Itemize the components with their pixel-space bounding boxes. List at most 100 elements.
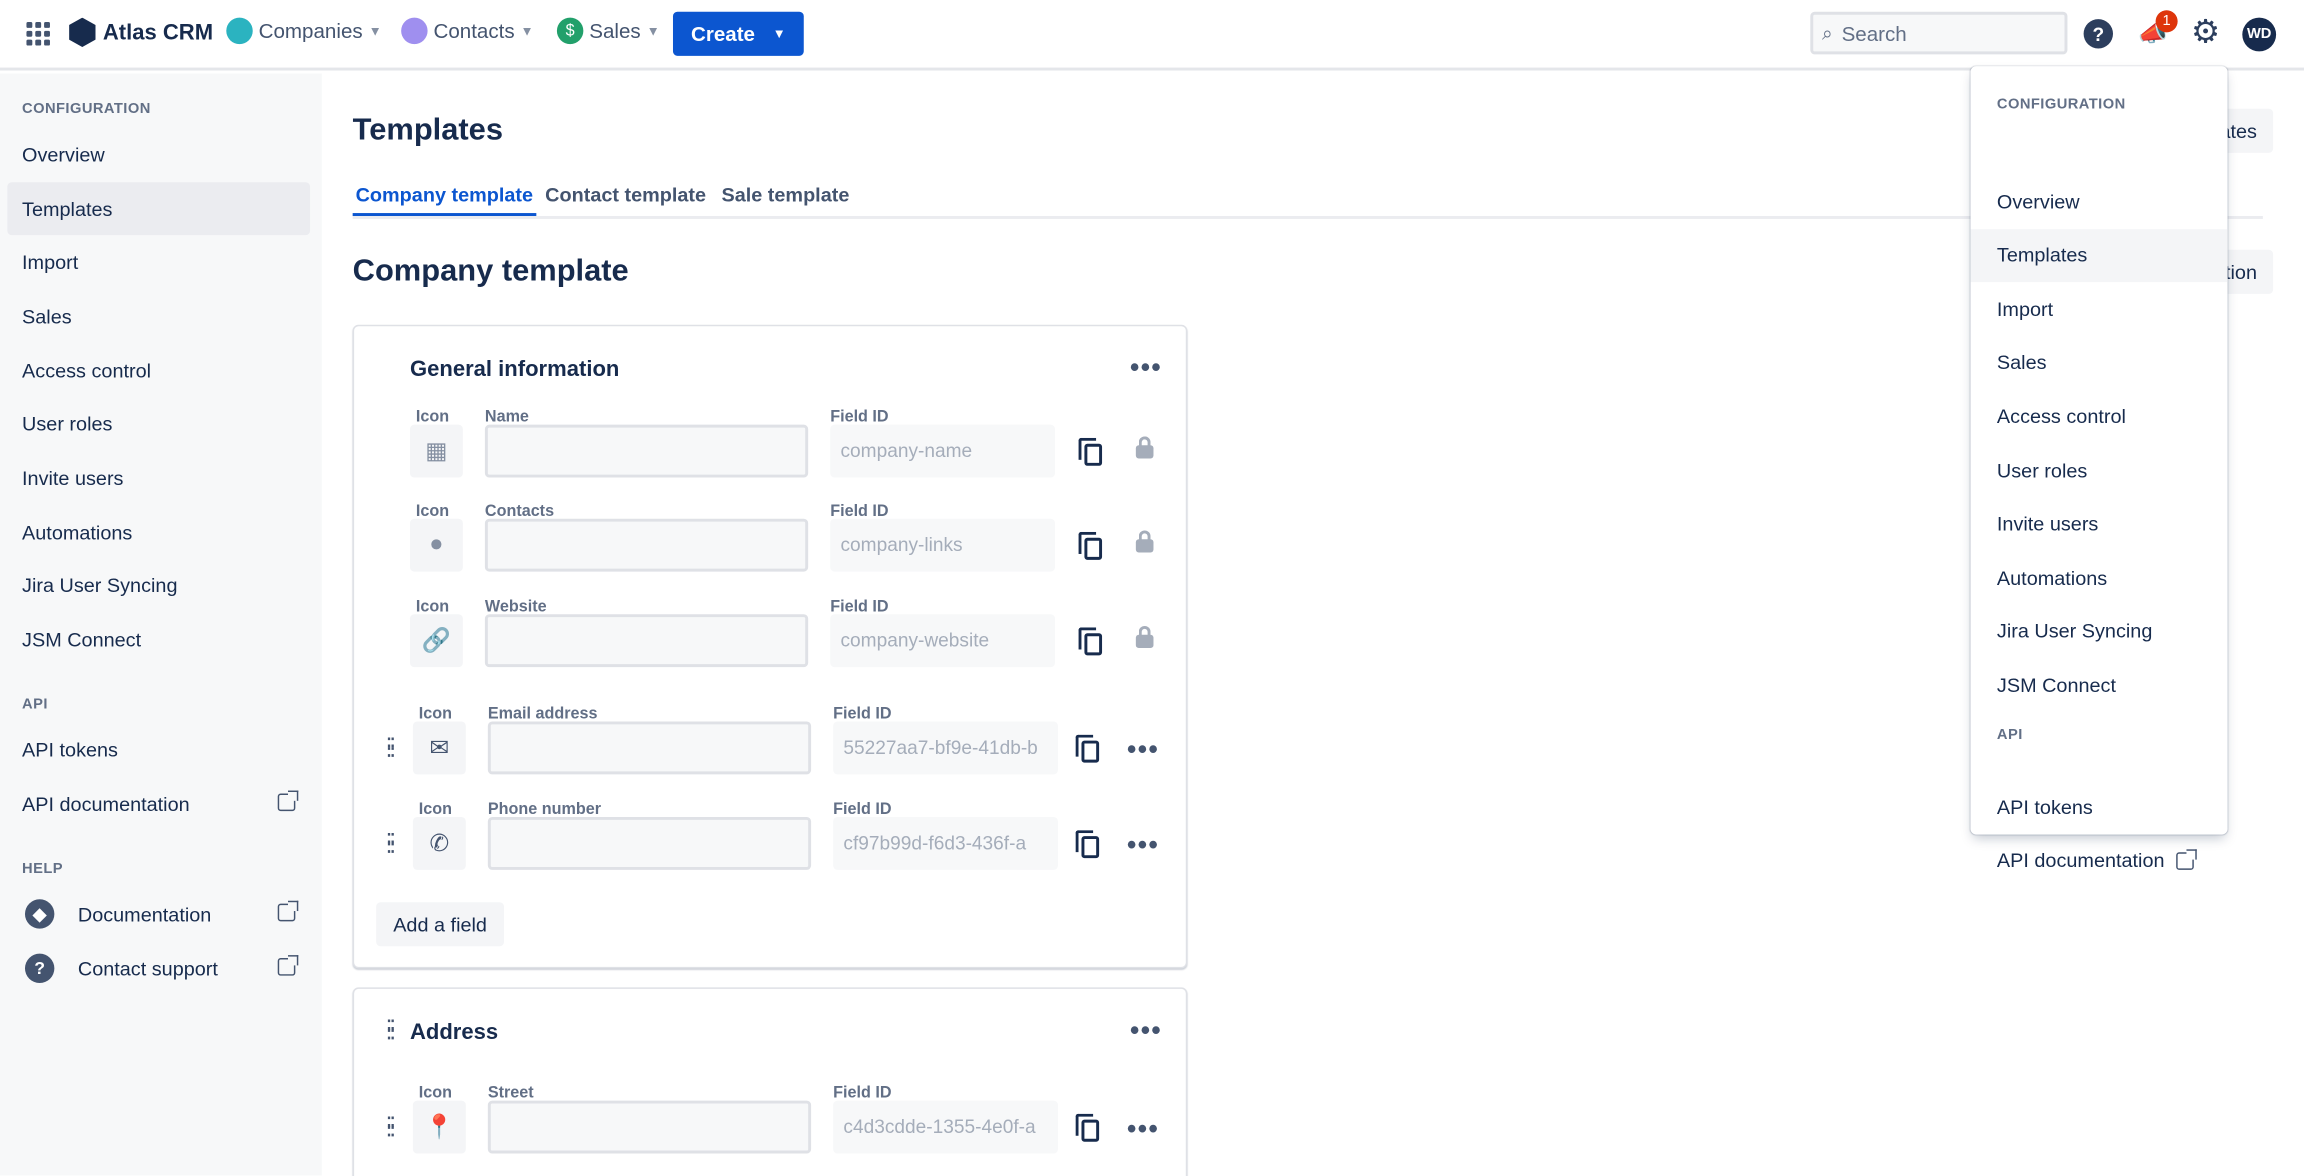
field-id-value: c4d3cdde-1355-4e0f-a <box>833 1100 1058 1154</box>
copy-icon[interactable] <box>1075 830 1100 859</box>
building-icon[interactable]: ▦ <box>409 424 463 478</box>
menu-item-label: Import <box>1996 297 2054 320</box>
menu-item[interactable]: API tokens <box>1970 780 2227 833</box>
avatar[interactable]: WD <box>2242 17 2277 52</box>
menu-item[interactable]: Templates <box>1970 228 2228 282</box>
nav-contacts[interactable]: Contacts ▼ <box>401 17 534 45</box>
create-button[interactable]: Create ▼ <box>672 11 804 56</box>
search-input[interactable]: ⌕ Search <box>1810 11 2068 55</box>
link-icon[interactable]: 🔗 <box>409 614 463 668</box>
field-name-input[interactable] <box>487 1100 812 1154</box>
field-id-label: Field ID <box>833 1084 892 1103</box>
create-label: Create <box>690 22 756 46</box>
field-name-label: Contacts <box>484 502 555 521</box>
tab-sale-template[interactable]: Sale template <box>721 183 850 206</box>
external-link-icon <box>2176 848 2197 870</box>
field-name-label: Phone number <box>487 800 602 819</box>
field-name-input[interactable] <box>487 816 812 870</box>
field-name-input[interactable] <box>484 614 809 668</box>
top-navigation: Atlas CRM Companies ▼ Contacts ▼ $ Sales ▼ C… <box>0 0 2304 71</box>
phone-icon[interactable]: ✆ <box>412 816 466 870</box>
tab-company-template[interactable]: Company template <box>352 184 537 217</box>
nav-sales[interactable]: $ Sales ▼ <box>556 17 660 45</box>
menu-item[interactable]: Automations <box>1970 551 2227 604</box>
book-icon: ◆ <box>24 899 55 929</box>
more-icon[interactable]: ••• <box>1129 1015 1163 1045</box>
sidebar-section-title: HELP <box>22 861 64 878</box>
dollar-icon: $ <box>556 17 584 45</box>
menu-section-title: CONFIGURATION <box>1996 96 2126 114</box>
sidebar-item-contact-support[interactable]: ? Contact support <box>7 942 310 995</box>
sidebar-item-invite-users[interactable]: Invite users <box>7 451 310 504</box>
menu-item[interactable]: API documentation <box>1970 834 2227 887</box>
sidebar-item-documentation[interactable]: ◆ Documentation <box>7 888 310 941</box>
copy-icon[interactable] <box>1078 531 1103 560</box>
sidebar-item-api-documentation[interactable]: API documentation <box>7 777 310 830</box>
field-id-value: company-links <box>830 518 1056 572</box>
drag-handle-icon[interactable]: ⁚⁚ ⁚⁚ <box>386 1018 395 1044</box>
tab-contact-template[interactable]: Contact template <box>545 183 707 206</box>
menu-item[interactable]: Access control <box>1970 390 2227 443</box>
sidebar-item-api-tokens[interactable]: API tokens <box>7 723 310 776</box>
button-label: tion <box>2224 260 2257 283</box>
menu-item[interactable]: Sales <box>1970 336 2227 389</box>
sidebar-item-overview[interactable]: Overview <box>7 128 310 181</box>
icon-label: Icon <box>418 1084 453 1103</box>
building-icon <box>226 17 253 45</box>
map-pin-icon[interactable]: 📍 <box>412 1100 466 1154</box>
field-name-label: Name <box>484 408 529 427</box>
copy-icon[interactable] <box>1075 1113 1100 1142</box>
copy-icon[interactable] <box>1075 734 1100 763</box>
drag-handle-icon[interactable]: ⁚⁚ ⁚⁚ <box>386 736 395 762</box>
label: Import <box>22 250 79 273</box>
menu-item-label: Templates <box>1996 244 2088 267</box>
help-icon[interactable]: ? <box>2083 19 2113 49</box>
sidebar-item-sales[interactable]: Sales <box>7 289 310 342</box>
label: JSM Connect <box>22 628 142 651</box>
menu-item[interactable]: Invite users <box>1970 498 2227 551</box>
menu-item[interactable]: JSM Connect <box>1970 659 2227 712</box>
menu-item[interactable]: Overview <box>1970 175 2227 228</box>
button-label: ates <box>2219 119 2257 142</box>
lock-icon <box>1135 625 1154 649</box>
menu-item[interactable]: Jira User Syncing <box>1970 605 2227 658</box>
more-icon[interactable]: ••• <box>1127 830 1160 860</box>
label: Templates <box>22 197 113 220</box>
more-icon[interactable]: ••• <box>1127 1113 1160 1144</box>
more-icon[interactable]: ••• <box>1129 352 1163 383</box>
menu-item-label: Invite users <box>1996 512 2099 535</box>
app-name: Atlas CRM <box>102 19 214 45</box>
menu-item[interactable]: Import <box>1970 282 2227 335</box>
person-icon[interactable]: ● <box>409 518 463 572</box>
sidebar-item-automations[interactable]: Automations <box>7 505 310 558</box>
sidebar-section-title: API <box>22 696 48 713</box>
field-name-label: Website <box>484 598 547 616</box>
sidebar-item-import[interactable]: Import <box>7 235 310 288</box>
field-name-input[interactable] <box>484 518 809 572</box>
sidebar-item-jira-user-syncing[interactable]: Jira User Syncing <box>7 558 310 611</box>
add-field-button[interactable]: Add a field <box>376 902 505 947</box>
drag-handle-icon[interactable]: ⁚⁚ ⁚⁚ <box>386 831 395 857</box>
nav-label: Sales <box>589 19 641 43</box>
envelope-icon[interactable]: ✉ <box>412 721 466 775</box>
field-name-label: Email address <box>487 705 598 723</box>
sidebar-item-user-roles[interactable]: User roles <box>7 397 310 450</box>
nav-companies[interactable]: Companies ▼ <box>226 17 382 45</box>
label: API tokens <box>22 738 118 761</box>
external-link-icon <box>277 900 299 922</box>
sidebar-item-access-control[interactable]: Access control <box>7 344 310 397</box>
external-link-icon <box>277 955 299 976</box>
drag-handle-icon[interactable]: ⁚⁚ ⁚⁚ <box>386 1115 395 1141</box>
copy-icon[interactable] <box>1078 437 1103 466</box>
field-name-input[interactable] <box>484 424 809 478</box>
more-icon[interactable]: ••• <box>1127 734 1160 765</box>
sidebar-item-jsm-connect[interactable]: JSM Connect <box>7 613 310 666</box>
sidebar: CONFIGURATION Overview Templates Import … <box>0 73 322 1176</box>
sidebar-item-templates[interactable]: Templates <box>7 182 311 236</box>
copy-icon[interactable] <box>1078 627 1103 656</box>
gear-icon[interactable]: ⚙ <box>2191 13 2221 50</box>
field-name-input[interactable] <box>487 721 812 775</box>
app-switcher-icon[interactable] <box>26 22 50 46</box>
menu-item[interactable]: User roles <box>1970 444 2227 497</box>
app-logo[interactable]: Atlas CRM <box>69 17 214 48</box>
